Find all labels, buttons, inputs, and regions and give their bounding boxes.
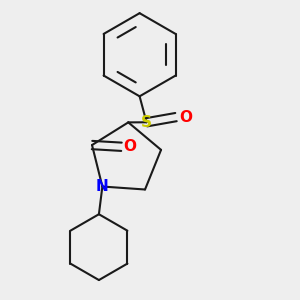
Text: O: O [124,139,136,154]
Text: S: S [141,115,152,130]
Text: O: O [179,110,192,124]
Text: N: N [96,179,109,194]
